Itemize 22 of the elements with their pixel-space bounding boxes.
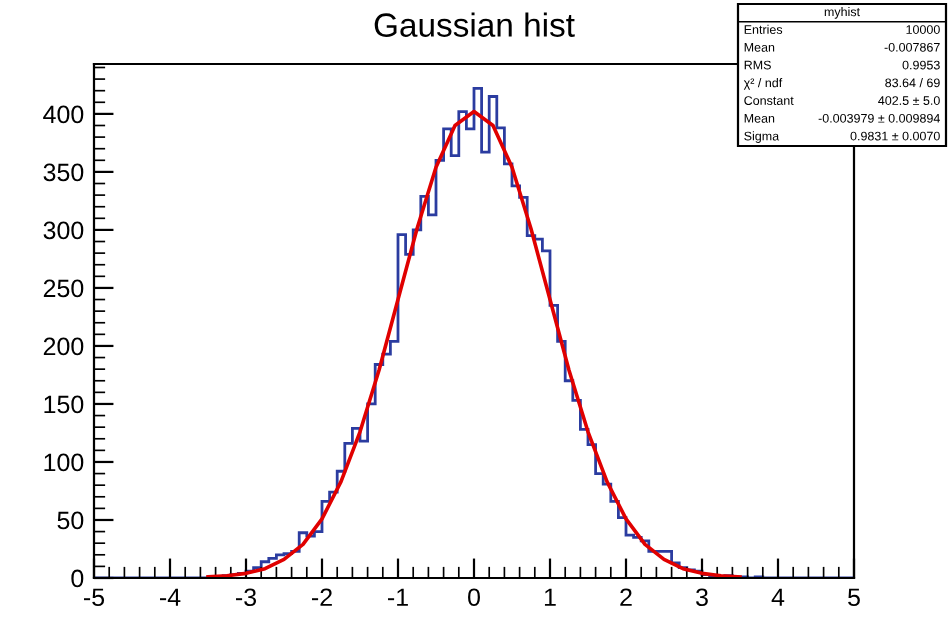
y-tick-label: 100 [44, 453, 84, 472]
y-tick-label: 350 [43, 163, 84, 182]
x-tick-label: -2 [312, 588, 332, 606]
x-tick-label: -3 [236, 588, 257, 607]
chart-title: Gaussian hist [374, 12, 575, 37]
x-tick-label: 1 [544, 588, 556, 606]
x-tick-label: 3 [696, 588, 708, 607]
x-tick-label: -5 [84, 588, 105, 607]
y-tick-label: 200 [43, 337, 84, 356]
y-tick-label: 50 [57, 511, 84, 530]
y-tick-label: 0 [71, 569, 84, 588]
x-tick-label: -4 [160, 588, 181, 606]
y-tick-label: 250 [43, 279, 84, 298]
x-tick-label: 2 [620, 588, 632, 606]
x-tick-label: 4 [771, 588, 785, 606]
line-series [206, 109, 742, 578]
x-tick-label: -1 [388, 588, 408, 606]
x-tick-label: 0 [468, 588, 480, 607]
y-tick-label: 400 [43, 105, 84, 124]
x-tick-label: 5 [848, 588, 860, 607]
y-tick-label: 150 [44, 395, 84, 414]
y-tick-label: 300 [43, 221, 84, 240]
